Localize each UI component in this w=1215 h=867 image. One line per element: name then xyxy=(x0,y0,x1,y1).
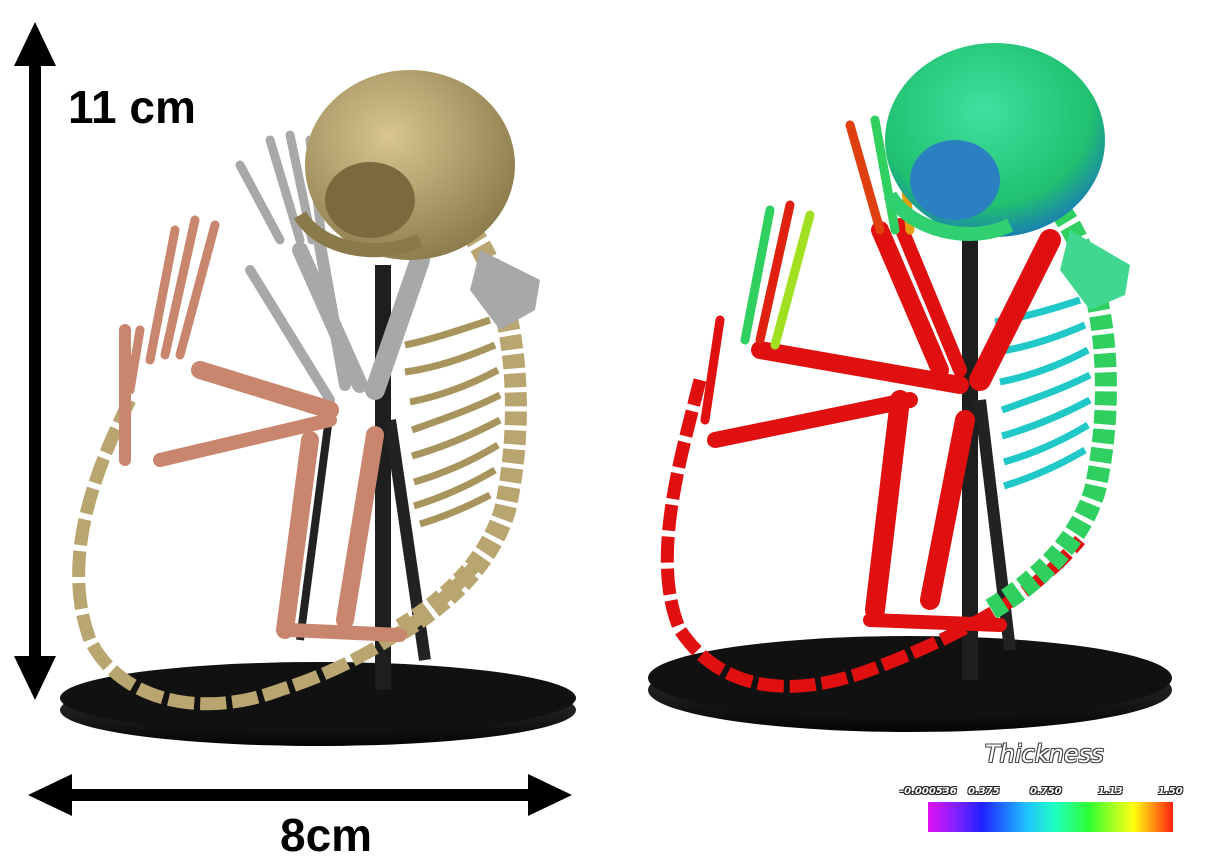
legend-tick: 1.13 xyxy=(1098,786,1123,797)
skull xyxy=(293,70,515,260)
thickness-colorbar xyxy=(928,802,1173,832)
legend-tick: -0.000536 xyxy=(900,786,957,797)
height-label: 11 cm xyxy=(68,81,196,133)
legend-tick: 0.375 xyxy=(968,786,1000,797)
legend-title: Thickness xyxy=(985,740,1104,768)
width-arrow xyxy=(28,774,572,816)
spine xyxy=(394,223,527,640)
skull xyxy=(883,43,1105,241)
width-label: 8cm xyxy=(280,809,373,861)
height-arrow xyxy=(14,22,56,700)
arms-thickness xyxy=(707,218,1061,632)
scapula xyxy=(1060,230,1130,310)
display-stand-base xyxy=(60,662,576,746)
display-stand-base xyxy=(648,636,1172,732)
scapula xyxy=(470,250,540,330)
legend-tick: 1.50 xyxy=(1158,786,1183,797)
skeleton-model-thickness-map xyxy=(648,43,1172,732)
skeleton-model-colored xyxy=(60,70,576,746)
rib-cage xyxy=(404,316,502,528)
legend-tick: 0.750 xyxy=(1030,786,1062,797)
spine xyxy=(984,203,1117,620)
legs-pink xyxy=(119,215,407,642)
